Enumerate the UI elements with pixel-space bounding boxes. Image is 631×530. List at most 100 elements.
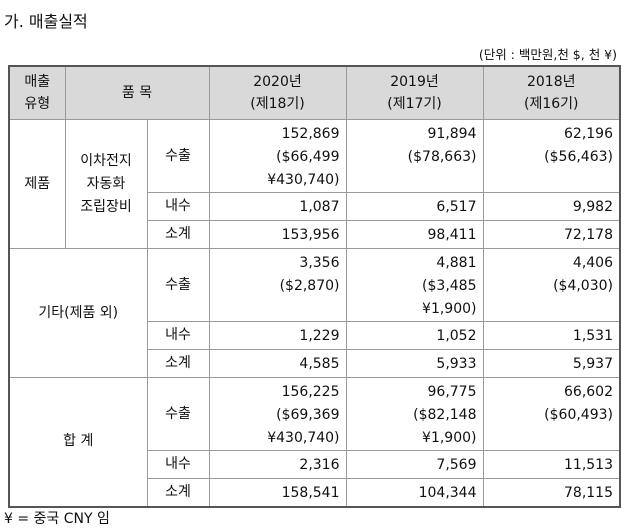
value-line: ($78,663) — [407, 149, 477, 165]
value-cell: 153,956 — [208, 220, 347, 249]
year-label: 2020년 — [253, 74, 302, 90]
value-cell: 1,229 — [208, 321, 347, 350]
value-line: 104,344 — [418, 485, 477, 501]
value-line: ¥430,740) — [267, 430, 340, 446]
unit-label: (단위 : 백만원,천 $, 천 ¥) — [478, 47, 617, 62]
table-row: 소계 158,541 104,344 78,115 — [9, 478, 621, 507]
year-label: 2019년 — [390, 74, 439, 90]
value-line: 156,225 — [281, 384, 340, 400]
header-sales-type-line1: 매출 — [24, 74, 51, 90]
period-label: (제17기) — [387, 96, 442, 112]
value-cell: 1,087 — [208, 192, 347, 221]
value-cell: 11,513 — [482, 450, 621, 479]
value-line: 78,115 — [564, 485, 613, 501]
row-label: 내수 — [146, 192, 210, 221]
row-label: 소계 — [146, 220, 210, 249]
value-cell: 104,344 — [345, 478, 484, 507]
value-cell: 98,411 — [345, 220, 484, 249]
value-line: 91,894 — [427, 126, 477, 142]
row-label: 소계 — [146, 478, 210, 507]
value-cell: 91,894 ($78,663) — [345, 119, 484, 193]
header-year-2019: 2019년 (제17기) — [345, 65, 484, 120]
item-line: 자동화 — [86, 175, 126, 192]
value-cell: 3,356 ($2,870) — [208, 248, 347, 322]
table-row: 기타(제품 외) 수출 3,356 ($2,870) 4,881 ($3,485 ¥1,90… — [8, 248, 621, 378]
value-cell: 5,937 — [482, 349, 621, 378]
value-line: 62,196 — [564, 126, 613, 142]
value-cell: 152,869 ($66,499 ¥430,740) — [208, 119, 347, 193]
value-cell: 6,517 — [345, 192, 484, 221]
value-cell: 66,602 ($60,493) — [482, 377, 621, 451]
value-cell: 96,775 ($82,148 ¥1,900) — [345, 377, 484, 451]
table-row: 소계 153,956 98,411 72,178 — [9, 220, 621, 249]
row-label: 수출 — [146, 119, 210, 193]
value-cell: 1,052 — [345, 321, 484, 350]
value-cell: 4,406 ($4,030) — [482, 248, 621, 322]
table-row: 내수 1,087 6,517 9,982 — [9, 192, 621, 221]
value-line: 4,881 — [436, 255, 477, 271]
table-row: 소계 4,585 5,933 5,937 — [9, 349, 621, 378]
value-cell: 4,881 ($3,485 ¥1,900) — [345, 248, 484, 322]
header-sales-type-line2: 유형 — [24, 96, 51, 112]
table-row: 내수 1,229 1,052 1,531 — [9, 321, 621, 350]
sales-type-cell: 제품 — [8, 119, 66, 249]
value-line: 4,585 — [299, 356, 340, 372]
value-line: 11,513 — [564, 457, 613, 473]
footnote: ¥ = 중국 CNY 임 — [4, 511, 110, 527]
header-item: 품 목 — [64, 65, 210, 120]
period-label: (제18기) — [250, 96, 305, 112]
value-line: ($3,485 — [422, 278, 477, 294]
value-line: 153,956 — [281, 227, 340, 243]
value-cell: 156,225 ($69,369 ¥430,740) — [208, 377, 347, 451]
value-line: ($66,499 — [276, 149, 340, 165]
value-line: 6,517 — [436, 199, 477, 215]
value-line: 1,087 — [299, 199, 340, 215]
value-cell: 7,569 — [345, 450, 484, 479]
row-label: 내수 — [146, 450, 210, 479]
row-label: 내수 — [146, 321, 210, 350]
value-line: 5,937 — [572, 356, 613, 372]
sales-type-cell: 기타(제품 외) — [8, 248, 148, 378]
value-cell: 5,933 — [345, 349, 484, 378]
value-line: 3,356 — [299, 255, 340, 271]
value-line: ($4,030) — [553, 278, 613, 294]
value-line: ($2,870) — [279, 278, 340, 294]
value-cell: 158,541 — [208, 478, 347, 507]
value-line: 72,178 — [564, 227, 613, 243]
value-line: ¥430,740) — [267, 172, 340, 188]
value-line: 4,406 — [572, 255, 613, 271]
value-line: ($60,493) — [544, 407, 613, 423]
table-header-row: 매출 유형 품 목 2020년 (제18기) 2019년 (제17기) 2018… — [8, 65, 621, 120]
item-line: 이차전지 — [80, 152, 132, 169]
value-cell: 1,531 — [482, 321, 621, 350]
value-line: 1,229 — [299, 328, 340, 344]
value-line: 1,052 — [436, 328, 477, 344]
value-line: ($82,148 — [413, 407, 477, 423]
page-title: 가. 매출실적 — [4, 12, 88, 31]
value-line: 5,933 — [436, 356, 477, 372]
value-cell: 4,585 — [208, 349, 347, 378]
value-line: 96,775 — [427, 384, 477, 400]
value-line: 1,531 — [572, 328, 613, 344]
value-line: ¥1,900) — [422, 430, 477, 446]
value-line: 158,541 — [281, 485, 340, 501]
value-line: 98,411 — [427, 227, 477, 243]
value-line: ($56,463) — [544, 149, 613, 165]
row-label: 수출 — [146, 248, 210, 322]
period-label: (제16기) — [524, 96, 579, 112]
value-line: 66,602 — [564, 384, 613, 400]
header-year-2020: 2020년 (제18기) — [208, 65, 347, 120]
value-line: 152,869 — [281, 126, 340, 142]
row-label: 수출 — [146, 377, 210, 451]
header-sales-type: 매출 유형 — [8, 65, 66, 120]
value-cell: 9,982 — [482, 192, 621, 221]
table-row: 제품 이차전지 자동화 조립장비 수출 152,869 ($66,499 ¥430,740) 9… — [8, 119, 621, 249]
sales-table: 매출 유형 품 목 2020년 (제18기) 2019년 (제17기) 2018… — [8, 65, 621, 508]
value-cell: 72,178 — [482, 220, 621, 249]
item-cell: 이차전지 자동화 조립장비 — [64, 119, 148, 249]
value-cell: 2,316 — [208, 450, 347, 479]
value-line: 7,569 — [436, 457, 477, 473]
value-line: 9,982 — [572, 199, 613, 215]
sales-type-cell: 합 계 — [8, 377, 148, 507]
row-label: 소계 — [146, 349, 210, 378]
